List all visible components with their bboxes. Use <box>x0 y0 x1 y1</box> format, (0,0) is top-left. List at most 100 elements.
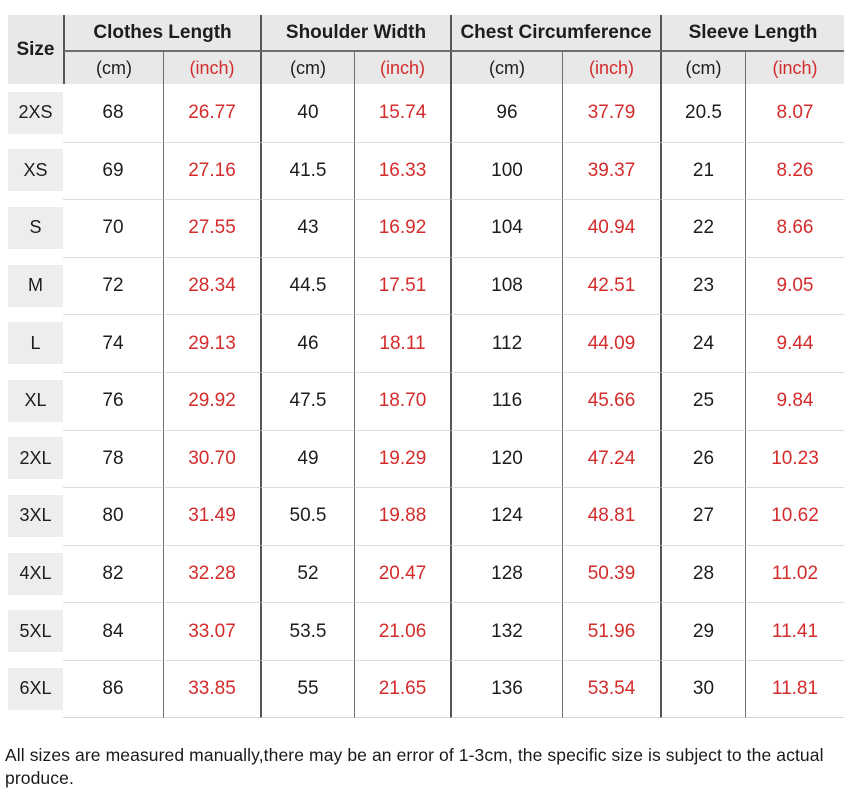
unit-header-inch: (inch) <box>163 52 260 84</box>
value-cell-inch: 39.37 <box>562 141 660 200</box>
measurement-disclaimer: All sizes are measured manually,there ma… <box>5 745 824 789</box>
value-cell-inch: 21.65 <box>354 659 450 718</box>
value-cell-inch: 27.16 <box>163 141 260 200</box>
table-row: 6XL 86 33.85 55 21.65 136 53.54 30 11.81 <box>8 659 844 718</box>
value-cell-cm: 136 <box>450 659 562 718</box>
value-cell-inch: 44.09 <box>562 314 660 372</box>
value-cell-inch: 33.07 <box>163 602 260 660</box>
value-cell-inch: 50.39 <box>562 544 660 603</box>
value-cell-cm: 112 <box>450 314 562 372</box>
size-label: 4XL <box>8 552 63 595</box>
unit-header-cm: (cm) <box>63 52 163 84</box>
size-cell: XL <box>8 372 63 430</box>
value-cell-inch: 9.05 <box>745 256 844 315</box>
value-cell-inch: 48.81 <box>562 487 660 545</box>
value-cell-cm: 24 <box>660 314 745 372</box>
value-cell-cm: 82 <box>63 544 163 603</box>
value-cell-cm: 44.5 <box>260 256 354 315</box>
value-cell-cm: 68 <box>63 84 163 142</box>
value-cell-cm: 29 <box>660 602 745 660</box>
value-cell-cm: 96 <box>450 84 562 142</box>
value-cell-inch: 18.70 <box>354 371 450 430</box>
value-cell-cm: 27 <box>660 487 745 545</box>
value-cell-cm: 20.5 <box>660 84 745 142</box>
value-cell-inch: 26.77 <box>163 84 260 142</box>
value-cell-cm: 104 <box>450 199 562 257</box>
value-cell-cm: 49 <box>260 429 354 488</box>
size-cell: M <box>8 257 63 315</box>
value-cell-cm: 50.5 <box>260 487 354 545</box>
size-cell: 3XL <box>8 487 63 545</box>
column-group-clothes-length: Clothes Length <box>63 15 260 52</box>
column-group-chest-circumference: Chest Circumference <box>450 15 660 52</box>
value-cell-cm: 47.5 <box>260 371 354 430</box>
value-cell-inch: 19.88 <box>354 487 450 545</box>
value-cell-inch: 10.23 <box>745 429 844 488</box>
value-cell-inch: 15.74 <box>354 84 450 142</box>
value-cell-cm: 52 <box>260 544 354 603</box>
size-cell: L <box>8 314 63 372</box>
value-cell-inch: 51.96 <box>562 602 660 660</box>
value-cell-cm: 46 <box>260 314 354 372</box>
value-cell-cm: 25 <box>660 371 745 430</box>
value-cell-cm: 108 <box>450 256 562 315</box>
unit-header-cm: (cm) <box>660 52 745 84</box>
value-cell-inch: 32.28 <box>163 544 260 603</box>
table-header: Size Clothes Length Shoulder Width Chest… <box>8 15 844 84</box>
column-header-size: Size <box>16 38 55 60</box>
value-cell-cm: 116 <box>450 371 562 430</box>
table-row: 2XS 68 26.77 40 15.74 96 37.79 20.5 8.07 <box>8 84 844 142</box>
value-cell-cm: 84 <box>63 602 163 660</box>
table-body: 2XS 68 26.77 40 15.74 96 37.79 20.5 8.07 XS 69 27.1… <box>8 84 844 718</box>
value-cell-inch: 16.33 <box>354 141 450 200</box>
value-cell-cm: 86 <box>63 659 163 718</box>
value-cell-inch: 47.24 <box>562 429 660 488</box>
size-label: 6XL <box>8 667 63 710</box>
value-cell-inch: 8.07 <box>745 84 844 142</box>
value-cell-inch: 20.47 <box>354 544 450 603</box>
value-cell-cm: 55 <box>260 659 354 718</box>
size-label: M <box>8 264 63 307</box>
size-cell: S <box>8 199 63 257</box>
value-cell-inch: 8.66 <box>745 199 844 257</box>
size-cell: 2XS <box>8 84 63 142</box>
value-cell-inch: 9.84 <box>745 371 844 430</box>
size-cell: XS <box>8 142 63 200</box>
value-cell-cm: 22 <box>660 199 745 257</box>
size-label: S <box>8 206 63 249</box>
value-cell-inch: 11.02 <box>745 544 844 603</box>
size-cell: 6XL <box>8 660 63 718</box>
value-cell-inch: 42.51 <box>562 256 660 315</box>
value-cell-cm: 53.5 <box>260 602 354 660</box>
value-cell-inch: 31.49 <box>163 487 260 545</box>
table-row: 3XL 80 31.49 50.5 19.88 124 48.81 27 10.62 <box>8 487 844 545</box>
size-label: XL <box>8 379 63 422</box>
value-cell-inch: 40.94 <box>562 199 660 257</box>
table-row: 2XL 78 30.70 49 19.29 120 47.24 26 10.23 <box>8 429 844 488</box>
value-cell-cm: 100 <box>450 141 562 200</box>
size-label: XS <box>8 149 63 192</box>
size-chart-table: Size Clothes Length Shoulder Width Chest… <box>8 15 844 718</box>
value-cell-cm: 69 <box>63 141 163 200</box>
value-cell-cm: 21 <box>660 141 745 200</box>
value-cell-inch: 33.85 <box>163 659 260 718</box>
value-cell-inch: 28.34 <box>163 256 260 315</box>
table-row: 5XL 84 33.07 53.5 21.06 132 51.96 29 11.41 <box>8 602 844 660</box>
value-cell-cm: 78 <box>63 429 163 488</box>
unit-header-inch: (inch) <box>562 52 660 84</box>
value-cell-inch: 16.92 <box>354 199 450 257</box>
value-cell-cm: 80 <box>63 487 163 545</box>
size-label: 2XS <box>8 91 63 134</box>
value-cell-inch: 9.44 <box>745 314 844 372</box>
size-cell: 5XL <box>8 602 63 660</box>
value-cell-cm: 120 <box>450 429 562 488</box>
value-cell-cm: 72 <box>63 256 163 315</box>
value-cell-inch: 30.70 <box>163 429 260 488</box>
value-cell-cm: 26 <box>660 429 745 488</box>
value-cell-cm: 70 <box>63 199 163 257</box>
unit-header-inch: (inch) <box>745 52 844 84</box>
value-cell-inch: 11.41 <box>745 602 844 660</box>
value-cell-inch: 19.29 <box>354 429 450 488</box>
value-cell-inch: 21.06 <box>354 602 450 660</box>
